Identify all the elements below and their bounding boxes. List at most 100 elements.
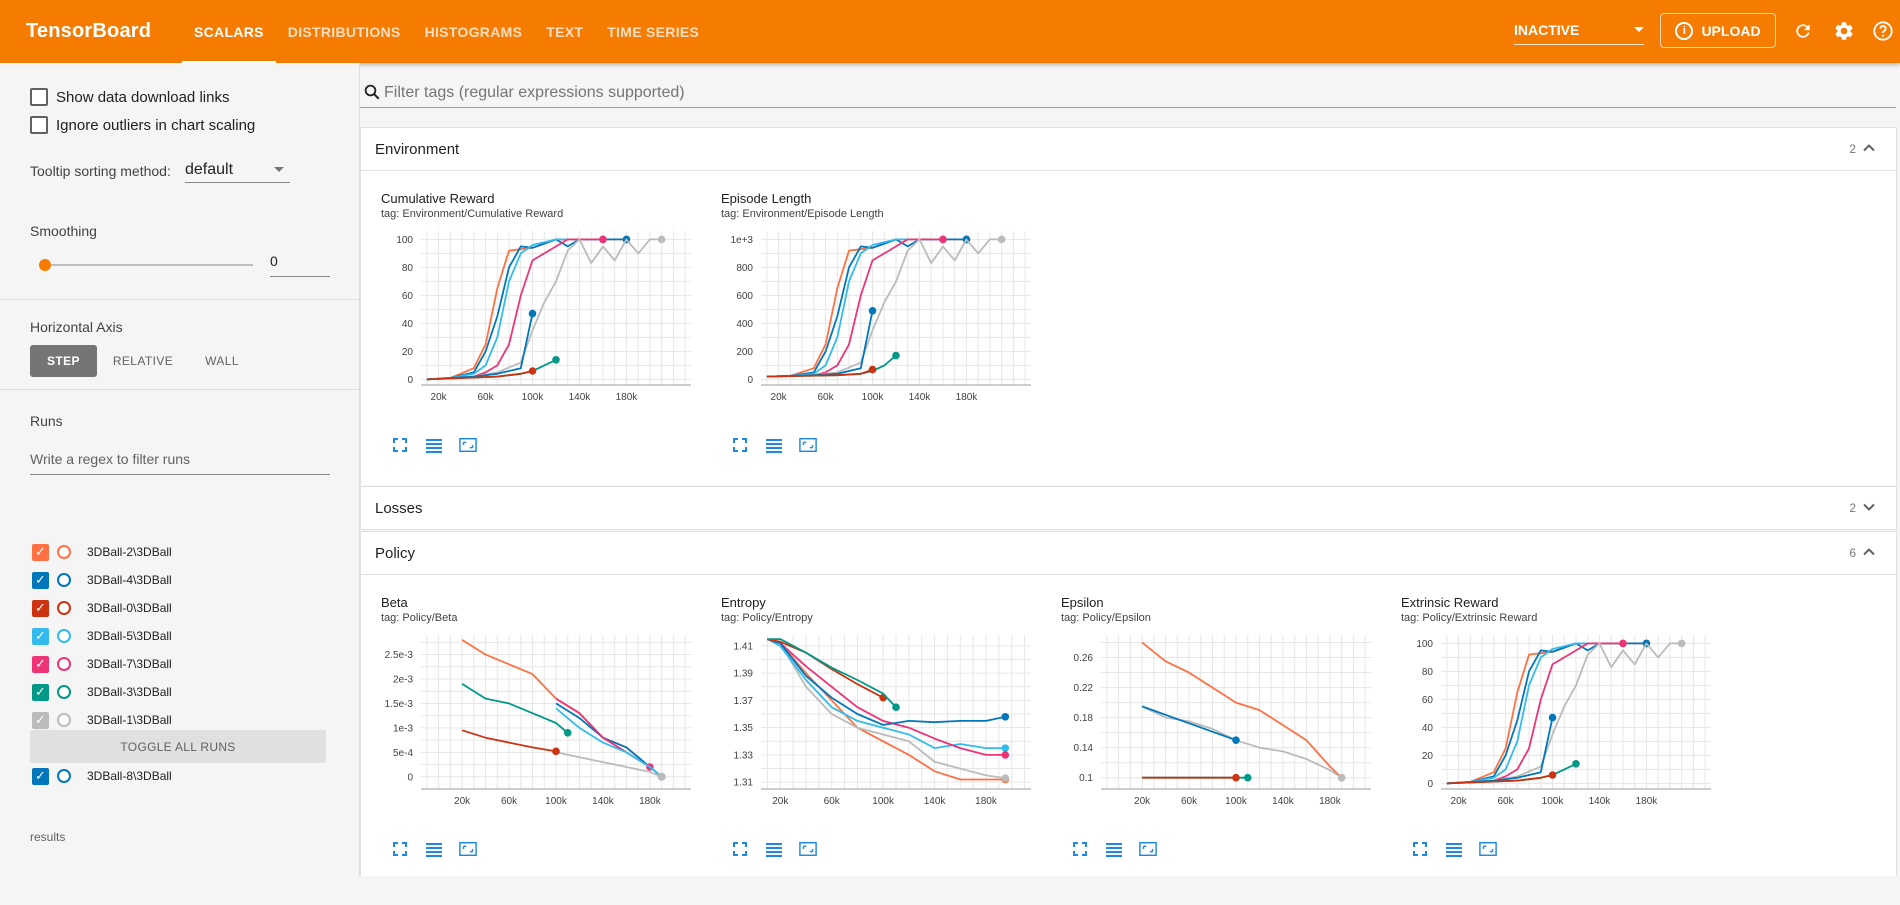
run-color-swatch[interactable] (57, 713, 71, 727)
run-color-swatch[interactable] (57, 657, 71, 671)
run-color-swatch[interactable] (57, 685, 71, 699)
data-table-icon[interactable] (1105, 840, 1123, 858)
run-checkbox[interactable]: ✓ (32, 543, 49, 561)
series-line (1446, 642, 1682, 785)
chart-card: Cumulative Reward tag: Environment/Cumula… (361, 191, 691, 501)
run-checkbox[interactable]: ✓ (32, 711, 49, 729)
chevron-up-icon (1863, 144, 1875, 152)
checkbox-box[interactable] (30, 116, 48, 134)
tab-distributions[interactable]: DISTRIBUTIONS (287, 23, 401, 40)
run-color-swatch[interactable] (57, 601, 71, 615)
show-download-links-label: Show data download links (56, 88, 230, 106)
y-tick-label: 0 (407, 375, 413, 386)
chart-tag: tag: Policy/Extrinsic Reward (1401, 612, 1538, 624)
fit-domain-icon[interactable] (1139, 840, 1157, 858)
filter-underline (360, 107, 1896, 108)
axis-relative-button[interactable]: RELATIVE (112, 354, 174, 368)
series-line (1141, 641, 1343, 779)
x-tick-label: 140k (1272, 796, 1295, 807)
smoothing-slider-track[interactable] (45, 264, 253, 266)
run-color-swatch[interactable] (57, 769, 71, 783)
run-item[interactable]: ✓ 3DBall-2\3DBall (32, 542, 172, 562)
settings-section (0, 63, 360, 300)
data-table-icon[interactable] (1445, 840, 1463, 858)
expand-icon[interactable] (1071, 840, 1089, 858)
tab-time-series[interactable]: TIME SERIES (607, 23, 700, 40)
toggle-all-runs-button[interactable]: TOGGLE ALL RUNS (30, 730, 326, 763)
run-checkbox[interactable]: ✓ (32, 767, 49, 785)
run-checkbox[interactable]: ✓ (32, 599, 49, 617)
run-status-select[interactable]: INACTIVE (1514, 15, 1644, 45)
tab-histograms[interactable]: HISTOGRAMS (424, 23, 523, 40)
tab-text[interactable]: TEXT (546, 23, 584, 40)
run-checkbox[interactable]: ✓ (32, 683, 49, 701)
run-status-value: INACTIVE (1514, 21, 1580, 38)
smoothing-label: Smoothing (30, 223, 97, 239)
run-checkbox[interactable]: ✓ (32, 571, 49, 589)
run-checkbox[interactable]: ✓ (32, 627, 49, 645)
run-item[interactable]: ✓ 3DBall-0\3DBall (32, 598, 172, 618)
gear-icon[interactable] (1833, 20, 1855, 42)
group-header-policy[interactable]: Policy 6 (360, 531, 1897, 575)
data-table-icon[interactable] (425, 840, 443, 858)
smoothing-slider-handle[interactable] (39, 259, 51, 271)
tag-filter[interactable]: Filter tags (regular expressions support… (360, 72, 1900, 108)
axis-step-button[interactable]: STEP (30, 345, 97, 377)
fit-domain-icon[interactable] (459, 840, 477, 858)
fit-domain-icon[interactable] (799, 840, 817, 858)
expand-icon[interactable] (391, 436, 409, 454)
group-count: 2 (1849, 142, 1856, 156)
data-table-icon[interactable] (765, 840, 783, 858)
series-line (426, 238, 662, 381)
upload-button[interactable]: i UPLOAD (1660, 13, 1776, 48)
chart-toolbar (731, 840, 817, 858)
y-tick-label: 0 (747, 375, 753, 386)
run-item[interactable]: ✓ 3DBall-7\3DBall (32, 654, 172, 674)
tooltip-sorting-select[interactable]: default (185, 157, 290, 183)
tag-filter-input[interactable]: Filter tags (regular expressions support… (384, 84, 685, 101)
fit-domain-icon[interactable] (799, 436, 817, 454)
fit-domain-icon[interactable] (459, 436, 477, 454)
y-tick-label: 0 (1427, 779, 1433, 790)
series-endpoint (657, 235, 666, 244)
run-item[interactable]: ✓ 3DBall-8\3DBall (32, 766, 172, 786)
info-icon: i (1675, 21, 1694, 40)
x-tick-label: 20k (1134, 796, 1151, 807)
series-line (555, 707, 663, 778)
data-table-icon[interactable] (425, 436, 443, 454)
run-checkbox[interactable]: ✓ (32, 655, 49, 673)
group-header-losses[interactable]: Losses 2 (360, 486, 1897, 530)
help-icon[interactable] (1872, 20, 1894, 42)
expand-icon[interactable] (391, 840, 409, 858)
runs-filter-input[interactable]: Write a regex to filter runs (30, 451, 330, 475)
run-color-swatch[interactable] (57, 545, 71, 559)
run-item[interactable]: ✓ 3DBall-3\3DBall (32, 682, 172, 702)
axis-wall-button[interactable]: WALL (205, 354, 239, 368)
x-tick-label: 140k (569, 392, 592, 403)
x-tick-label: 60k (818, 392, 835, 403)
show-download-links-checkbox[interactable]: Show data download links (30, 88, 229, 106)
run-color-swatch[interactable] (57, 629, 71, 643)
y-tick-label: 0 (407, 772, 413, 783)
expand-icon[interactable] (731, 436, 749, 454)
run-item[interactable]: ✓ 3DBall-5\3DBall (32, 626, 172, 646)
group-title: Environment (375, 140, 460, 158)
tab-scalars[interactable]: SCALARS (182, 0, 276, 63)
run-item[interactable]: ✓ 3DBall-4\3DBall (32, 570, 172, 590)
expand-icon[interactable] (731, 840, 749, 858)
refresh-icon[interactable] (1792, 20, 1814, 42)
data-table-icon[interactable] (765, 436, 783, 454)
chart-tag: tag: Environment/Cumulative Reward (381, 208, 564, 220)
y-tick-label: 40 (402, 319, 414, 330)
smoothing-input[interactable]: 0 (270, 253, 330, 277)
series-line (1446, 774, 1553, 785)
group-header-environment[interactable]: Environment 2 (360, 127, 1897, 171)
run-item[interactable]: ✓ 3DBall-1\3DBall (32, 710, 172, 730)
checkbox-box[interactable] (30, 88, 48, 106)
tooltip-sorting-label: Tooltip sorting method: (30, 163, 171, 179)
run-color-swatch[interactable] (57, 573, 71, 587)
y-tick-label: 0.14 (1074, 743, 1094, 754)
ignore-outliers-checkbox[interactable]: Ignore outliers in chart scaling (30, 116, 255, 134)
expand-icon[interactable] (1411, 840, 1429, 858)
fit-domain-icon[interactable] (1479, 840, 1497, 858)
